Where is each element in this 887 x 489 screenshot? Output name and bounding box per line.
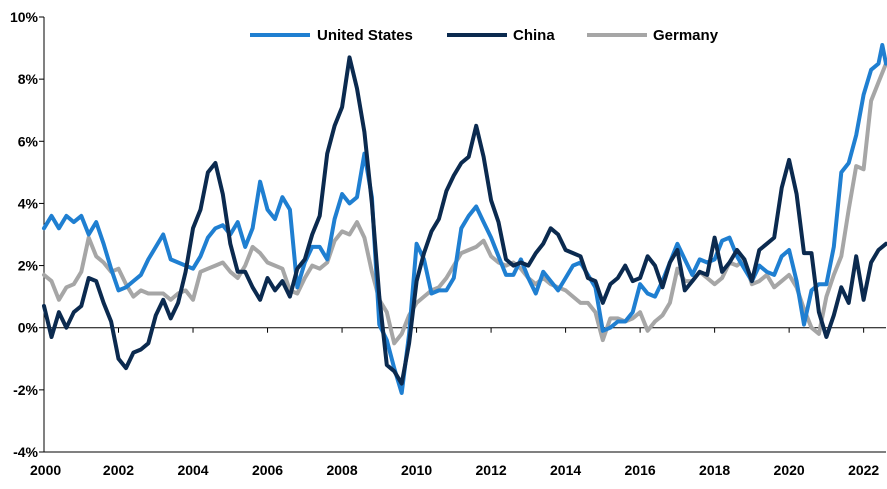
y-tick-label: 6% <box>18 133 39 149</box>
legend: United States China Germany <box>250 27 719 44</box>
x-tick-label: 2004 <box>177 462 208 478</box>
x-tick-label: 2020 <box>774 462 805 478</box>
series-line-china <box>42 55 887 386</box>
y-tick-label: 2% <box>18 258 39 274</box>
series-layer <box>42 43 887 395</box>
axes: -4% -2% 0% 2% 4% 6% 8% 10% 2000 2002 2004 2006 2008 2… <box>10 9 886 478</box>
y-tick-label: -4% <box>13 444 38 460</box>
y-tick-label: -2% <box>13 382 38 398</box>
x-tick-label: 2016 <box>625 462 656 478</box>
y-tick-label: 10% <box>10 9 39 25</box>
x-tick-label: 2002 <box>103 462 134 478</box>
x-tick-label: 2010 <box>401 462 432 478</box>
x-tick-label: 2018 <box>699 462 730 478</box>
legend-label-germany: Germany <box>653 27 719 44</box>
series-line-united-states <box>42 43 887 395</box>
legend-label-united-states: United States <box>317 27 413 44</box>
x-tick-label: 2006 <box>252 462 283 478</box>
y-tick-label: 8% <box>18 71 39 87</box>
series-line-germany <box>42 61 887 346</box>
legend-label-china: China <box>513 27 555 44</box>
x-tick-label: 2008 <box>326 462 357 478</box>
y-tick-label: 4% <box>18 195 39 211</box>
x-tick-label: 2000 <box>30 462 61 478</box>
x-tick-label: 2014 <box>550 462 581 478</box>
y-tick-label: 0% <box>18 320 39 336</box>
x-tick-label: 2012 <box>476 462 507 478</box>
x-tick-label: 2022 <box>848 462 879 478</box>
